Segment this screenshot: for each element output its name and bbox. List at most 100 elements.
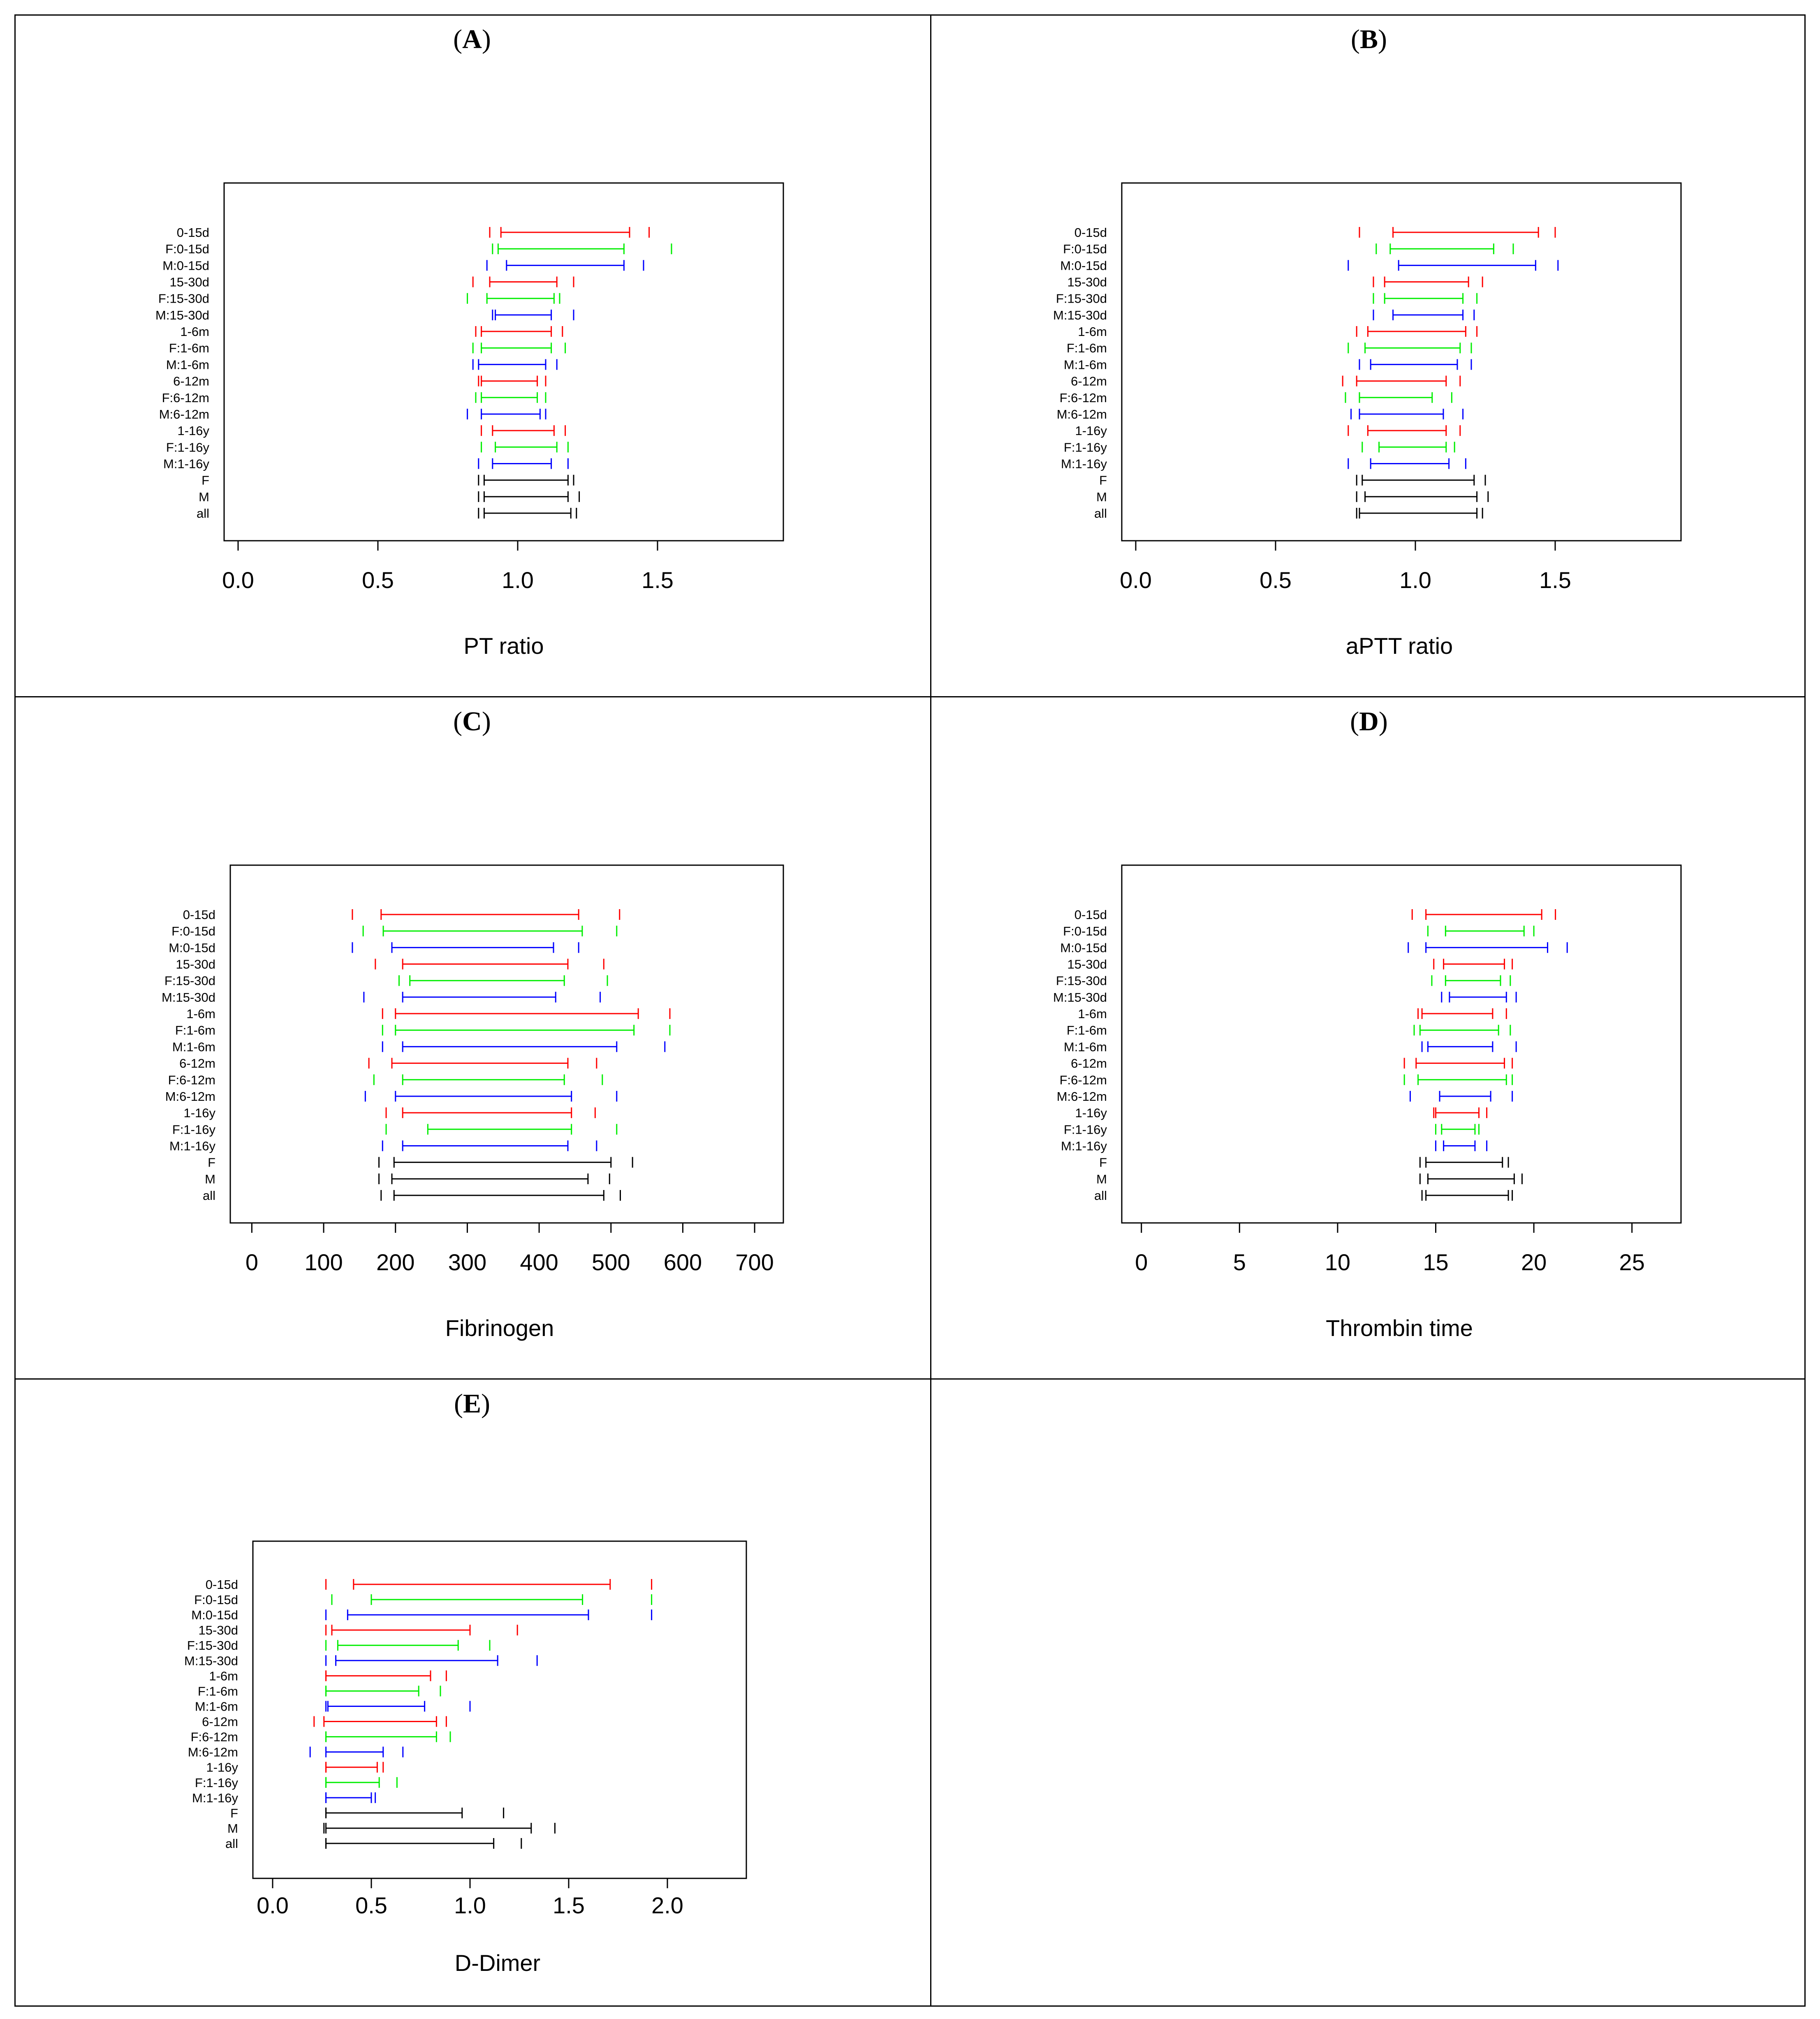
panel-c-chart: (C) 0-15d F:0-15d M:0-15d 15-30d F:15-30d M:1… (162, 706, 784, 1341)
x-tick-label: 1.5 (641, 567, 674, 593)
category-label: 6-12m (1071, 374, 1107, 389)
category-label: 15-30d (176, 957, 215, 972)
category-label: M:15-30d (162, 990, 215, 1005)
category-label: 15-30d (169, 275, 209, 289)
category-label: 1-6m (209, 1669, 238, 1683)
category-label: all (225, 1836, 238, 1851)
panel-b-label: (B) (1351, 24, 1387, 54)
x-tick-label: 15 (1423, 1249, 1448, 1275)
category-label: M:1-6m (1064, 357, 1107, 372)
category-label: M:6-12m (159, 407, 209, 421)
category-label: F:6-12m (191, 1730, 238, 1744)
x-tick-label: 0.5 (362, 567, 394, 593)
category-label: M:1-6m (172, 1040, 215, 1054)
category-label: M:0-15d (162, 258, 209, 273)
x-tick-label: 300 (448, 1249, 486, 1275)
panel-d-label: (D) (1350, 706, 1388, 736)
category-label: 1-6m (1078, 1007, 1107, 1021)
category-label: F (1099, 473, 1107, 488)
panel-b: (B) 0-15d F:0-15d M:0-15d 15-30d F:15-30d M:1… (931, 14, 1820, 697)
category-label: M:1-6m (1064, 1040, 1107, 1054)
panel-a-chart: (A) 0-15d F:0-15d M:0-15d 15-30d F:15-30d M:1… (155, 24, 784, 659)
panel-b-chart: (B) 0-15d F:0-15d M:0-15d 15-30d F:15-30d M:1… (1053, 24, 1682, 659)
category-label: M:15-30d (1053, 308, 1107, 322)
panel-b-xlabel: aPTT ratio (1346, 633, 1453, 659)
x-tick-label: 0.5 (355, 1892, 387, 1918)
category-label: F:6-12m (162, 391, 209, 405)
category-label: F:1-16y (1064, 440, 1107, 454)
panel-c-xlabel: Fibrinogen (445, 1315, 554, 1341)
x-tick-label: 0.0 (1120, 567, 1152, 593)
grid-divider-horizontal-1 (14, 696, 1806, 697)
x-tick-label: 600 (664, 1249, 702, 1275)
category-label: F:1-6m (198, 1684, 238, 1698)
panel-a-xlabel: PT ratio (463, 633, 544, 659)
category-label: 1-16y (1075, 1106, 1107, 1120)
panel-e-plot-box (252, 1540, 747, 1879)
panel-d: (D) 0-15d F:0-15d M:0-15d 15-30d F:15-30d M:1… (931, 697, 1820, 1379)
category-label: M:1-16y (169, 1139, 215, 1153)
category-label: 15-30d (1067, 957, 1107, 972)
category-label: 15-30d (198, 1623, 238, 1637)
panel-d-chart: (D) 0-15d F:0-15d M:0-15d 15-30d F:15-30d M:1… (1053, 706, 1682, 1341)
category-label: F:1-16y (172, 1122, 216, 1137)
x-tick-label: 400 (520, 1249, 558, 1275)
category-label: 0-15d (1074, 908, 1107, 922)
category-label: 0-15d (1074, 225, 1107, 240)
category-label: M:0-15d (191, 1608, 238, 1622)
category-label: F:15-30d (1056, 292, 1107, 306)
x-tick-label: 2.0 (651, 1892, 683, 1918)
category-label: M:1-6m (166, 357, 209, 372)
panel-e-chart: (E) 0-15dF:0-15dM:0-15d15-30dF:15-30dM:1… (184, 1389, 747, 1976)
category-label: 6-12m (1071, 1056, 1107, 1071)
category-label: M:0-15d (1060, 258, 1107, 273)
category-label: 6-12m (173, 374, 209, 389)
x-tick-label: 200 (376, 1249, 414, 1275)
category-label: M:6-12m (165, 1089, 215, 1104)
category-label: M:1-16y (192, 1791, 238, 1805)
panel-b-plot-box (1121, 182, 1682, 542)
category-label: 1-16y (177, 424, 209, 438)
category-label: F (1099, 1155, 1107, 1170)
category-label: F:6-12m (1060, 1073, 1107, 1087)
panel-d-plot-box (1121, 864, 1682, 1224)
category-label: M (1096, 1172, 1107, 1186)
category-label: F:0-15d (1063, 924, 1107, 938)
category-label: 1-16y (206, 1760, 238, 1775)
category-label: M (227, 1821, 238, 1836)
x-tick-label: 20 (1521, 1249, 1547, 1275)
category-label: F:0-15d (1063, 242, 1107, 256)
category-label: F:15-30d (158, 292, 209, 306)
category-label: M:1-16y (1061, 1139, 1107, 1153)
category-label: all (1094, 506, 1107, 521)
category-label: M (205, 1172, 215, 1186)
x-tick-label: 1.5 (1539, 567, 1571, 593)
category-label: 1-16y (1075, 424, 1107, 438)
category-label: all (197, 506, 209, 521)
x-tick-label: 100 (304, 1249, 343, 1275)
category-label: M (199, 490, 209, 504)
x-tick-label: 0 (245, 1249, 258, 1275)
grid-divider-horizontal-2 (14, 1378, 1806, 1380)
category-label: 1-6m (180, 324, 209, 339)
category-label: M:0-15d (169, 940, 215, 955)
x-tick-label: 0.5 (1260, 567, 1292, 593)
x-tick-label: 0.0 (257, 1892, 289, 1918)
category-label: F:1-6m (1067, 1023, 1107, 1037)
category-label: M:6-12m (188, 1745, 238, 1760)
panel-a-label: (A) (453, 24, 491, 54)
category-label: F (201, 473, 209, 488)
category-label: 0-15d (206, 1577, 238, 1592)
panel-a-plot-box (223, 182, 784, 542)
figure-frame (14, 14, 1806, 2007)
category-label: F (208, 1155, 215, 1170)
category-label: 6-12m (179, 1056, 215, 1071)
panel-c: (C) 0-15d F:0-15d M:0-15d 15-30d F:15-30d M:1… (14, 697, 931, 1379)
category-label: F:0-15d (171, 924, 215, 938)
category-label: F:6-12m (1060, 391, 1107, 405)
category-label: F:0-15d (194, 1593, 238, 1607)
category-label: F:15-30d (1056, 974, 1107, 988)
x-tick-label: 5 (1233, 1249, 1246, 1275)
category-label: 0-15d (183, 908, 215, 922)
